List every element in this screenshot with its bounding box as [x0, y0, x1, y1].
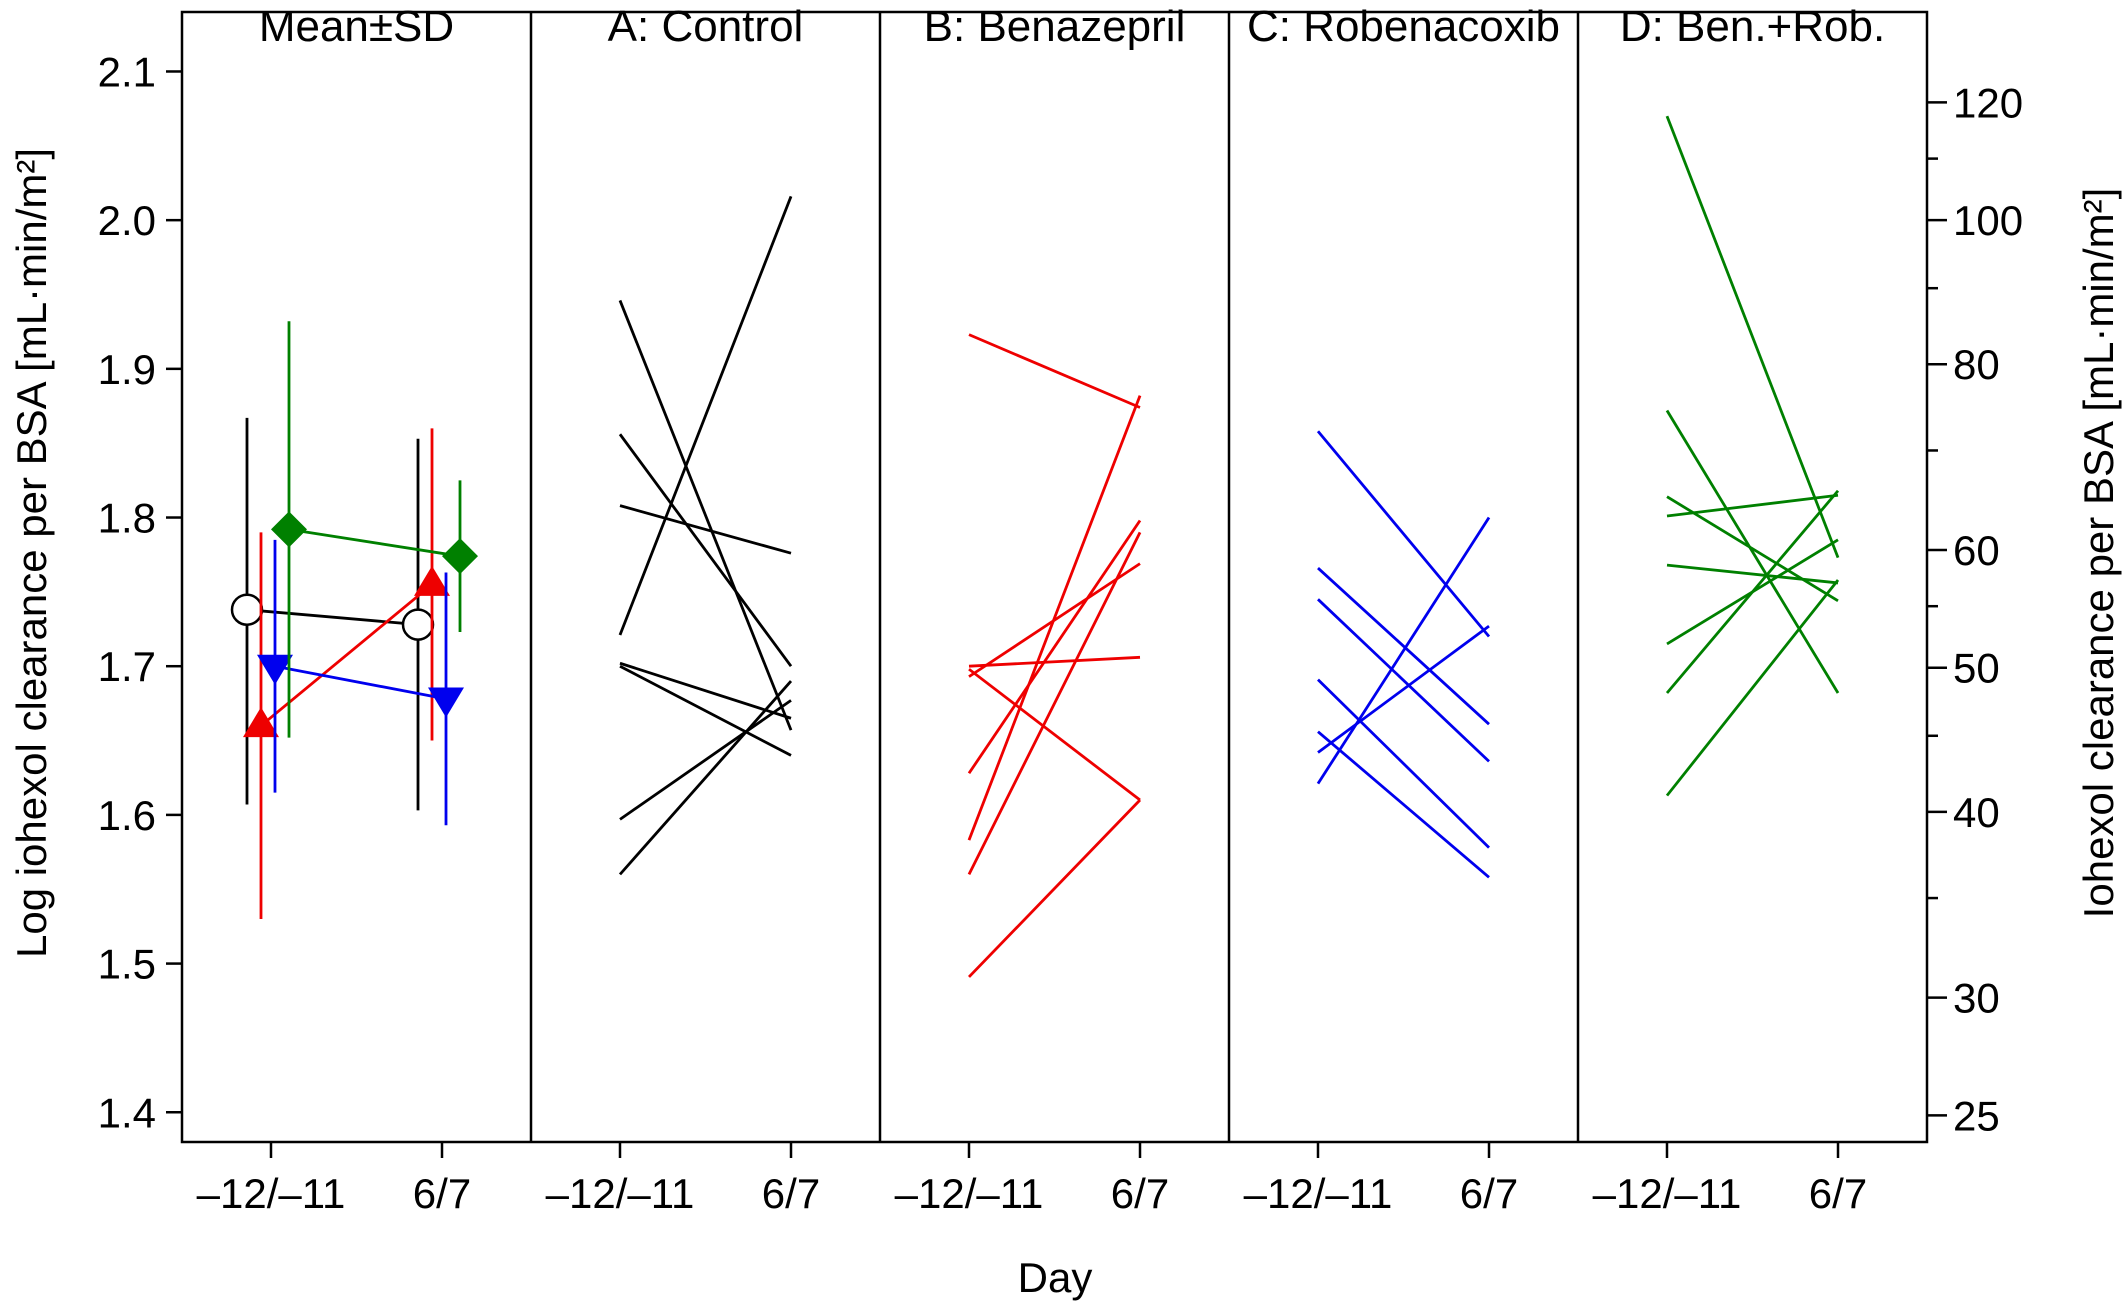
mean-marker-triangle-up [414, 565, 451, 596]
x-tick-label: 6/7 [1809, 1170, 1867, 1217]
trajectory-line [619, 664, 792, 757]
mean-line [274, 664, 447, 701]
panel-A-lines [618, 195, 793, 876]
y-axis-label-left: Log iohexol clearance per BSA [mL·min/m²… [8, 148, 55, 958]
panel-title: D: Ben.+Rob. [1620, 2, 1885, 51]
mean-marker-triangle-down [256, 654, 293, 685]
trajectory-line [618, 299, 793, 731]
x-tick-label: –12/–11 [895, 1170, 1044, 1217]
trajectory-line [1317, 598, 1490, 763]
trajectory-line [618, 680, 793, 876]
y-left-tick-label: 1.7 [98, 643, 156, 690]
trajectory-line [967, 395, 1142, 841]
trajectory-line [968, 333, 1141, 409]
y-right-tick-label: 30 [1953, 975, 2000, 1022]
trajectory-line [1666, 495, 1839, 602]
trajectory-line [619, 661, 792, 720]
axes-ticks: 1.4 1.5 1.6 1.7 1.8 1.9 2.0 2.1 25 30 40 50 60 80 100 1… [98, 48, 2023, 1217]
trajectory-line [967, 519, 1142, 775]
trajectory-line [618, 195, 793, 636]
mean-series-C [256, 539, 465, 826]
trajectory-line [619, 504, 792, 555]
panel-title: C: Robenacoxib [1247, 2, 1560, 51]
y-left-tick-label: 1.4 [98, 1089, 156, 1136]
panel-titles: Mean±SD A: Control B: Benazepril C: Robenac… [259, 2, 1885, 51]
trajectory-line [1316, 516, 1491, 785]
mean-panel [230, 321, 479, 919]
panel-D-lines [1665, 115, 1840, 797]
mean-marker-circle [401, 608, 435, 641]
mean-line [288, 528, 461, 558]
trajectory-line [1665, 579, 1840, 797]
trajectory-line [1317, 624, 1490, 754]
mean-series-D [270, 321, 479, 738]
x-tick-label: –12/–11 [197, 1170, 346, 1217]
trajectory-line [1317, 567, 1490, 726]
panel-B-lines [967, 333, 1142, 978]
x-axis-label: Day [1018, 1254, 1093, 1301]
x-tick-label: 6/7 [413, 1170, 471, 1217]
y-right-tick-label: 60 [1953, 527, 2000, 574]
x-tick-label: 6/7 [1111, 1170, 1169, 1217]
trajectory-line [967, 799, 1142, 978]
y-left-tick-label: 1.8 [98, 495, 156, 542]
panel-title: A: Control [608, 2, 804, 51]
plot-data [230, 115, 1840, 978]
x-tick-label: –12/–11 [546, 1170, 695, 1217]
mean-marker-triangle-down [428, 687, 465, 718]
y-left-tick-label: 1.5 [98, 941, 156, 988]
y-left-tick-label: 1.6 [98, 792, 156, 839]
panel-title: Mean±SD [259, 2, 454, 51]
trajectory-line [1665, 115, 1840, 559]
y-axis-label-right: Iohexol clearance per BSA [mL·min/m²] [2075, 188, 2122, 919]
trajectory-line [1316, 430, 1491, 638]
trajectory-line [967, 531, 1142, 875]
y-right-tick-label: 25 [1953, 1092, 2000, 1139]
trajectory-line [618, 433, 793, 668]
y-left-tick-label: 2.1 [98, 48, 156, 95]
y-left-tick-label: 1.9 [98, 346, 156, 393]
x-tick-label: 6/7 [1460, 1170, 1518, 1217]
y-left-tick-label: 2.0 [98, 197, 156, 244]
mean-marker-diamond [442, 538, 479, 575]
mean-marker-circle [230, 593, 264, 626]
x-tick-label: 6/7 [762, 1170, 820, 1217]
x-tick-label: –12/–11 [1244, 1170, 1393, 1217]
y-right-tick-label: 40 [1953, 789, 2000, 836]
y-right-tick-label: 120 [1953, 79, 2023, 126]
trajectory-line [1317, 678, 1490, 849]
y-right-tick-label: 50 [1953, 645, 2000, 692]
plot-frame [180, 10, 1929, 1144]
trajectory-line [1665, 489, 1840, 694]
trajectory-line [1317, 730, 1490, 879]
trajectory-line [1666, 493, 1839, 518]
panel-title: B: Benazepril [924, 2, 1186, 51]
y-right-tick-label: 80 [1953, 341, 2000, 388]
mean-marker-diamond [270, 511, 307, 548]
y-right-tick-label: 100 [1953, 197, 2023, 244]
mean-marker-triangle-up [242, 707, 279, 738]
trajectory-line [968, 655, 1141, 668]
trajectory-line [619, 699, 792, 821]
x-tick-label: –12/–11 [1593, 1170, 1742, 1217]
plot-border [180, 10, 1929, 1144]
panel-C-lines [1316, 430, 1491, 879]
trajectory-line [968, 668, 1141, 802]
trajectory-line [1665, 409, 1840, 694]
trajectory-line [1666, 563, 1839, 585]
